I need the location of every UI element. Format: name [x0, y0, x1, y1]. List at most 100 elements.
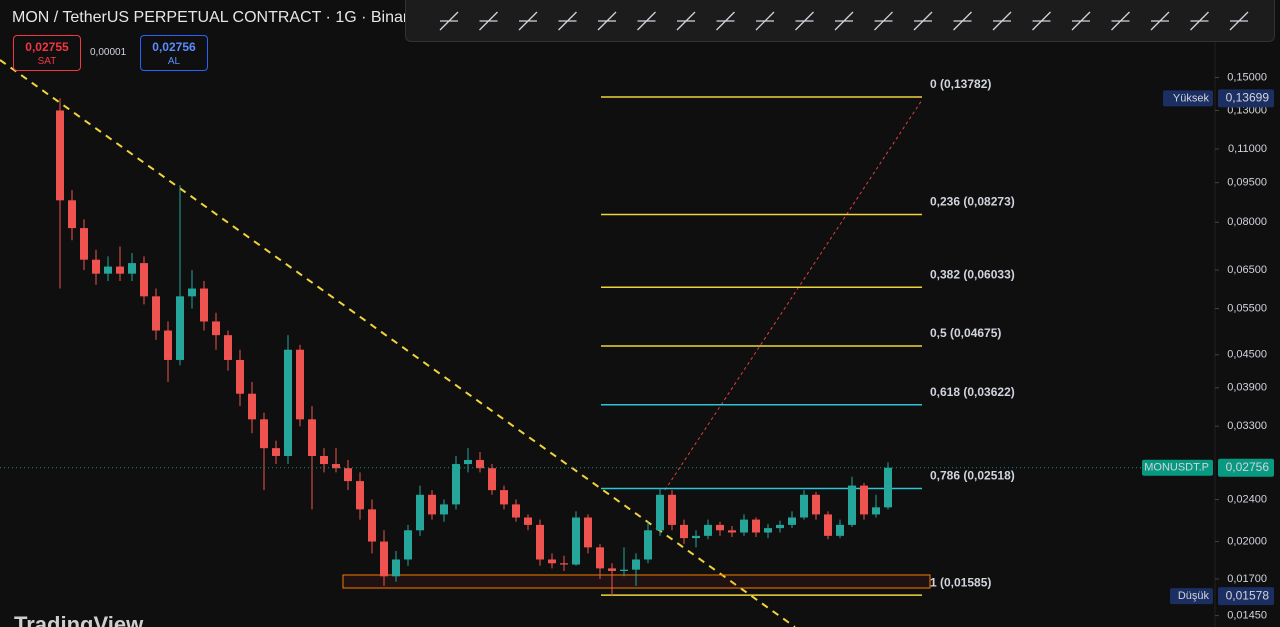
buy-label: AL — [167, 56, 181, 67]
candle-body — [404, 530, 412, 560]
candle-body — [56, 110, 64, 201]
candle-body — [728, 530, 736, 533]
candle-body — [368, 509, 376, 542]
y-tick-label: 0,02400 — [1227, 493, 1267, 505]
marker-price: 0,02756 — [1226, 460, 1270, 474]
candle-body — [188, 288, 196, 297]
y-tick-label: 0,03300 — [1227, 420, 1267, 432]
toolbar-icon[interactable] — [874, 11, 893, 31]
buy-button[interactable]: 0,02756 AL — [140, 35, 208, 71]
candle-body — [488, 468, 496, 491]
candle-body — [260, 419, 268, 449]
candle-body — [128, 263, 136, 274]
y-tick-label: 0,08000 — [1227, 216, 1267, 228]
candle-body — [584, 517, 592, 548]
candle-body — [440, 504, 448, 515]
toolbar-icon[interactable] — [992, 11, 1012, 31]
candle-body — [572, 517, 580, 565]
candle-body — [836, 524, 844, 536]
fib-label: 0,618 (0,03622) — [930, 385, 1015, 399]
marker-name-bg — [1163, 90, 1213, 107]
candle-body — [764, 528, 772, 533]
y-tick-label: 0,11000 — [1228, 143, 1267, 155]
candle-body — [692, 535, 700, 539]
candle-body — [416, 494, 424, 531]
candle-body — [200, 288, 208, 322]
fib-label: 0,5 (0,04675) — [930, 326, 1001, 340]
toolbar-icon[interactable] — [1071, 11, 1091, 31]
candle-body — [320, 455, 328, 465]
candle-body — [788, 517, 796, 525]
candle-body — [884, 467, 892, 508]
marker-price-bg — [1218, 89, 1274, 108]
candle-body — [428, 494, 436, 515]
toolbar-icon[interactable] — [716, 11, 735, 31]
candle-body — [176, 296, 184, 360]
toolbar-icon[interactable] — [1111, 11, 1130, 31]
y-tick-label: 0,15000 — [1227, 71, 1267, 83]
candle-body — [536, 524, 544, 560]
candle-body — [452, 464, 460, 505]
watermark: TradingView — [14, 612, 144, 627]
toolbar-icon[interactable] — [1150, 11, 1170, 31]
candle-body — [524, 517, 532, 525]
toolbar-icon[interactable] — [834, 11, 854, 31]
sell-price: 0,02755 — [25, 40, 69, 54]
candle-body — [164, 330, 172, 360]
fib-label: 0,236 (0,08273) — [930, 195, 1015, 209]
toolbar-icon[interactable] — [479, 11, 498, 31]
toolbar-icon[interactable] — [676, 11, 696, 31]
fib-label: 0 (0,13782) — [930, 77, 991, 91]
candle-body — [236, 359, 244, 394]
candle-body — [116, 266, 124, 274]
toolbar-icon[interactable] — [518, 11, 538, 31]
toolbar-icons — [439, 11, 1249, 31]
toolbar-icon[interactable] — [1190, 11, 1209, 31]
marker-name: Düşük — [1178, 590, 1210, 602]
candle-body — [620, 569, 628, 571]
candle-body — [560, 563, 568, 565]
candle-body — [248, 393, 256, 420]
toolbar-icon[interactable] — [439, 11, 459, 31]
toolbar-icon[interactable] — [637, 11, 656, 31]
candle-body — [464, 459, 472, 465]
candle-body — [272, 448, 280, 456]
candle-body — [152, 296, 160, 331]
candle-body — [500, 490, 508, 505]
marker-name: MONUSDT.P — [1144, 462, 1209, 474]
candle-body — [644, 530, 652, 560]
drawing-toolbar — [405, 0, 1275, 42]
toolbar-icon[interactable] — [1229, 11, 1249, 31]
candle-body — [860, 485, 868, 515]
candle-body — [704, 524, 712, 536]
y-tick-label: 0,01700 — [1227, 573, 1267, 585]
toolbar-icon[interactable] — [953, 11, 972, 31]
candle-body — [656, 494, 664, 531]
marker-name-bg — [1142, 459, 1213, 476]
toolbar-icon[interactable] — [1032, 11, 1051, 31]
candle-body — [476, 459, 484, 469]
sell-button[interactable]: 0,02755 SAT — [13, 35, 81, 71]
toolbar-icon[interactable] — [913, 11, 933, 31]
candle-body — [716, 524, 724, 531]
y-tick-label: 0,01450 — [1227, 610, 1267, 622]
candle-body — [308, 419, 316, 456]
chart-title: MON / TetherUS PERPETUAL CONTRACT · 1G ·… — [12, 9, 429, 26]
candle-body — [80, 228, 88, 260]
toolbar-icon[interactable] — [558, 11, 577, 31]
candle-body — [332, 464, 340, 469]
sell-label: SAT — [37, 56, 57, 67]
toolbar-icon[interactable] — [597, 11, 617, 31]
candle-body — [872, 507, 880, 515]
marker-price: 0,01578 — [1226, 588, 1270, 602]
candle-body — [812, 494, 820, 515]
y-tick-label: 0,06500 — [1227, 264, 1267, 276]
candle-body — [596, 547, 604, 569]
toolbar-icon[interactable] — [755, 11, 775, 31]
toolbar-icon[interactable] — [795, 11, 814, 31]
candle-body — [848, 485, 856, 525]
candle-body — [824, 514, 832, 536]
candle-body — [608, 568, 616, 571]
candle-body — [380, 541, 388, 577]
